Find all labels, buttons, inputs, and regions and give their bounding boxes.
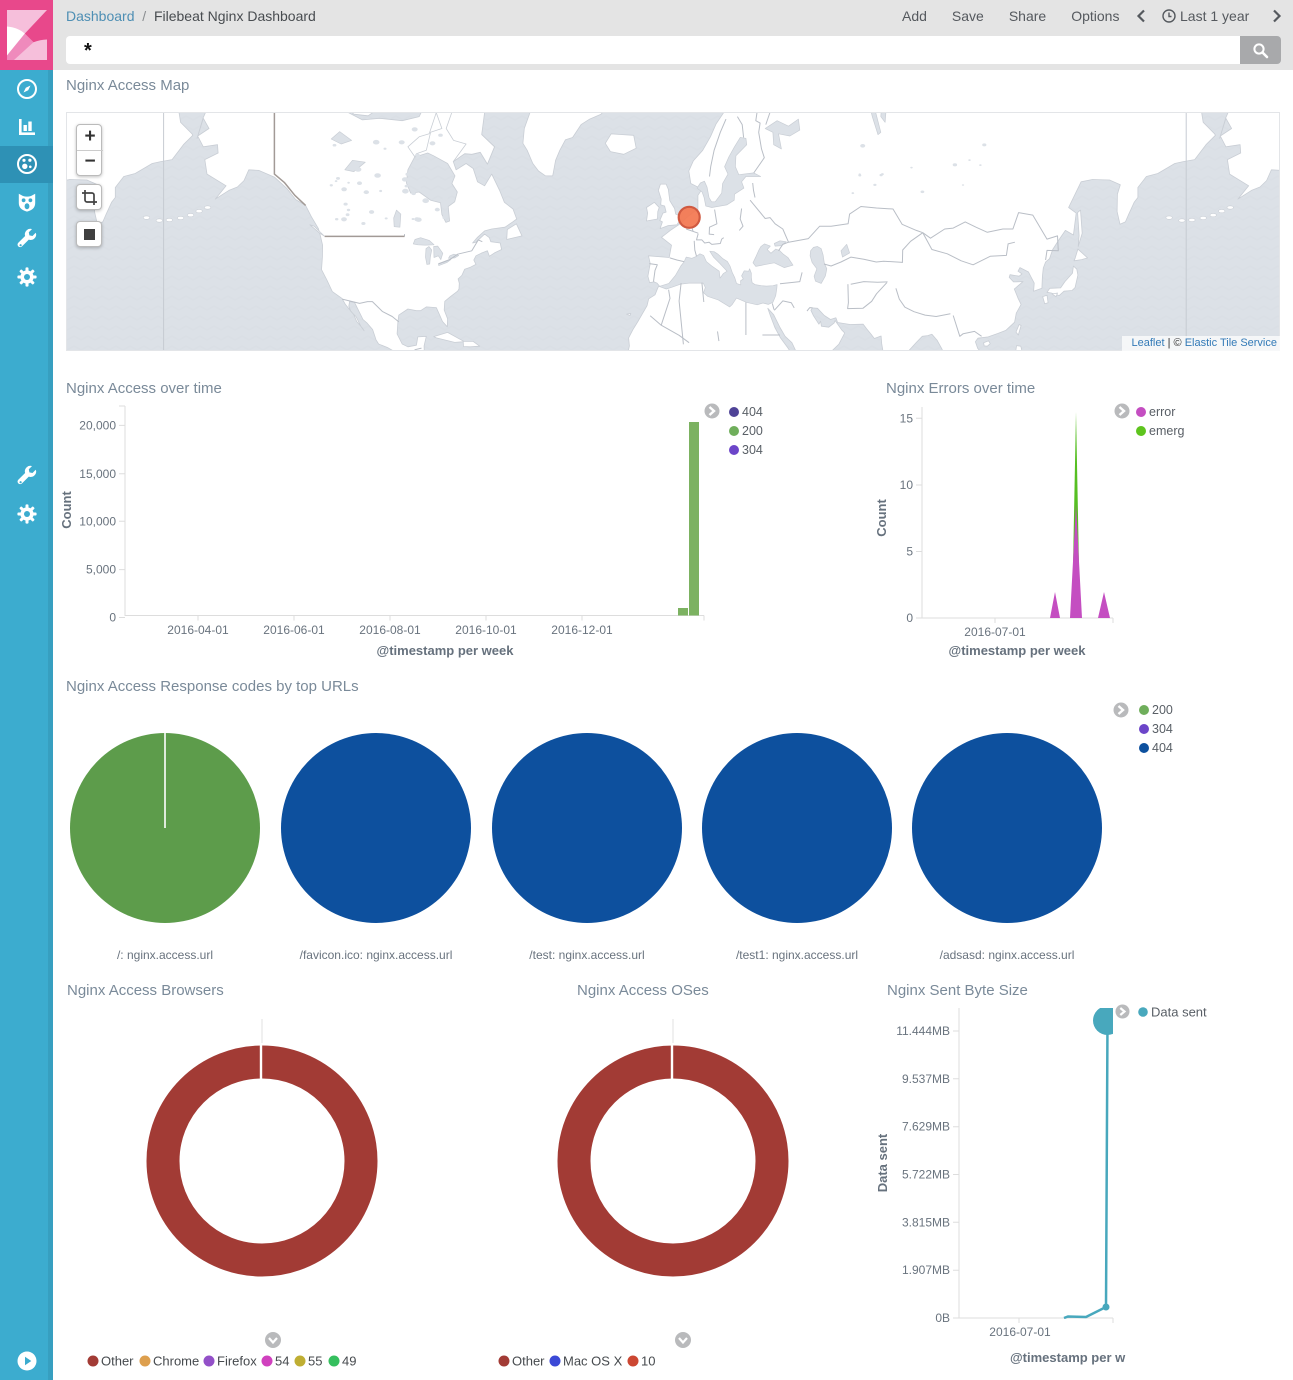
svg-text:2016-06-01: 2016-06-01	[263, 623, 325, 637]
svg-text:200: 200	[742, 424, 763, 438]
svg-text:5: 5	[906, 545, 913, 559]
svg-text:9.537MB: 9.537MB	[902, 1072, 950, 1086]
svg-text:Chrome: Chrome	[153, 1354, 199, 1369]
svg-text:15,000: 15,000	[79, 467, 116, 481]
svg-text:2016-10-01: 2016-10-01	[455, 623, 517, 637]
svg-text:Other: Other	[512, 1354, 545, 1369]
svg-text:2016-12-01: 2016-12-01	[551, 623, 613, 637]
svg-text:20,000: 20,000	[79, 418, 116, 432]
svg-text:200: 200	[1152, 703, 1173, 717]
svg-text:54: 54	[275, 1354, 289, 1369]
svg-text:/: nginx.access.url: /: nginx.access.url	[117, 948, 213, 962]
svg-text:/favicon.ico: nginx.access.url: /favicon.ico: nginx.access.url	[300, 948, 453, 962]
svg-text:@timestamp per w: @timestamp per w	[1010, 1350, 1126, 1365]
svg-text:Data sent: Data sent	[1151, 1005, 1207, 1020]
svg-text:@timestamp per week: @timestamp per week	[377, 643, 515, 658]
svg-text:emerg: emerg	[1149, 424, 1184, 438]
svg-text:/adsasd: nginx.access.url: /adsasd: nginx.access.url	[940, 948, 1075, 962]
svg-text:2016-08-01: 2016-08-01	[359, 623, 421, 637]
svg-text:5,000: 5,000	[86, 563, 116, 577]
svg-text:304: 304	[742, 443, 763, 457]
svg-text:7.629MB: 7.629MB	[902, 1120, 950, 1134]
svg-text:Data sent: Data sent	[877, 1133, 890, 1192]
svg-text:15: 15	[900, 411, 914, 425]
svg-text:55: 55	[308, 1354, 322, 1369]
svg-text:@timestamp per week: @timestamp per week	[949, 643, 1087, 658]
svg-text:404: 404	[742, 405, 763, 419]
svg-text:2016-07-01: 2016-07-01	[964, 625, 1026, 639]
svg-text:2016-04-01: 2016-04-01	[167, 623, 229, 637]
svg-text:Firefox: Firefox	[217, 1354, 257, 1369]
svg-text:0: 0	[906, 611, 913, 625]
svg-text:/test1: nginx.access.url: /test1: nginx.access.url	[736, 948, 858, 962]
svg-text:Count: Count	[874, 499, 889, 537]
svg-text:3.815MB: 3.815MB	[902, 1215, 950, 1229]
svg-text:0B: 0B	[935, 1311, 950, 1325]
svg-text:304: 304	[1152, 722, 1173, 736]
svg-text:error: error	[1149, 405, 1175, 419]
svg-text:10: 10	[900, 478, 914, 492]
svg-text:2016-07-01: 2016-07-01	[989, 1325, 1051, 1339]
svg-text:49: 49	[342, 1354, 356, 1369]
svg-text:5.722MB: 5.722MB	[902, 1168, 950, 1182]
svg-text:10,000: 10,000	[79, 514, 116, 528]
svg-text:11.444MB: 11.444MB	[896, 1024, 950, 1038]
svg-text:1.907MB: 1.907MB	[902, 1263, 950, 1277]
svg-text:0: 0	[109, 611, 116, 625]
svg-text:Count: Count	[59, 491, 74, 529]
svg-text:/test: nginx.access.url: /test: nginx.access.url	[529, 948, 644, 962]
svg-text:10: 10	[641, 1354, 655, 1369]
svg-text:Other: Other	[101, 1354, 134, 1369]
svg-text:404: 404	[1152, 741, 1173, 755]
svg-text:Mac OS X: Mac OS X	[563, 1354, 623, 1369]
